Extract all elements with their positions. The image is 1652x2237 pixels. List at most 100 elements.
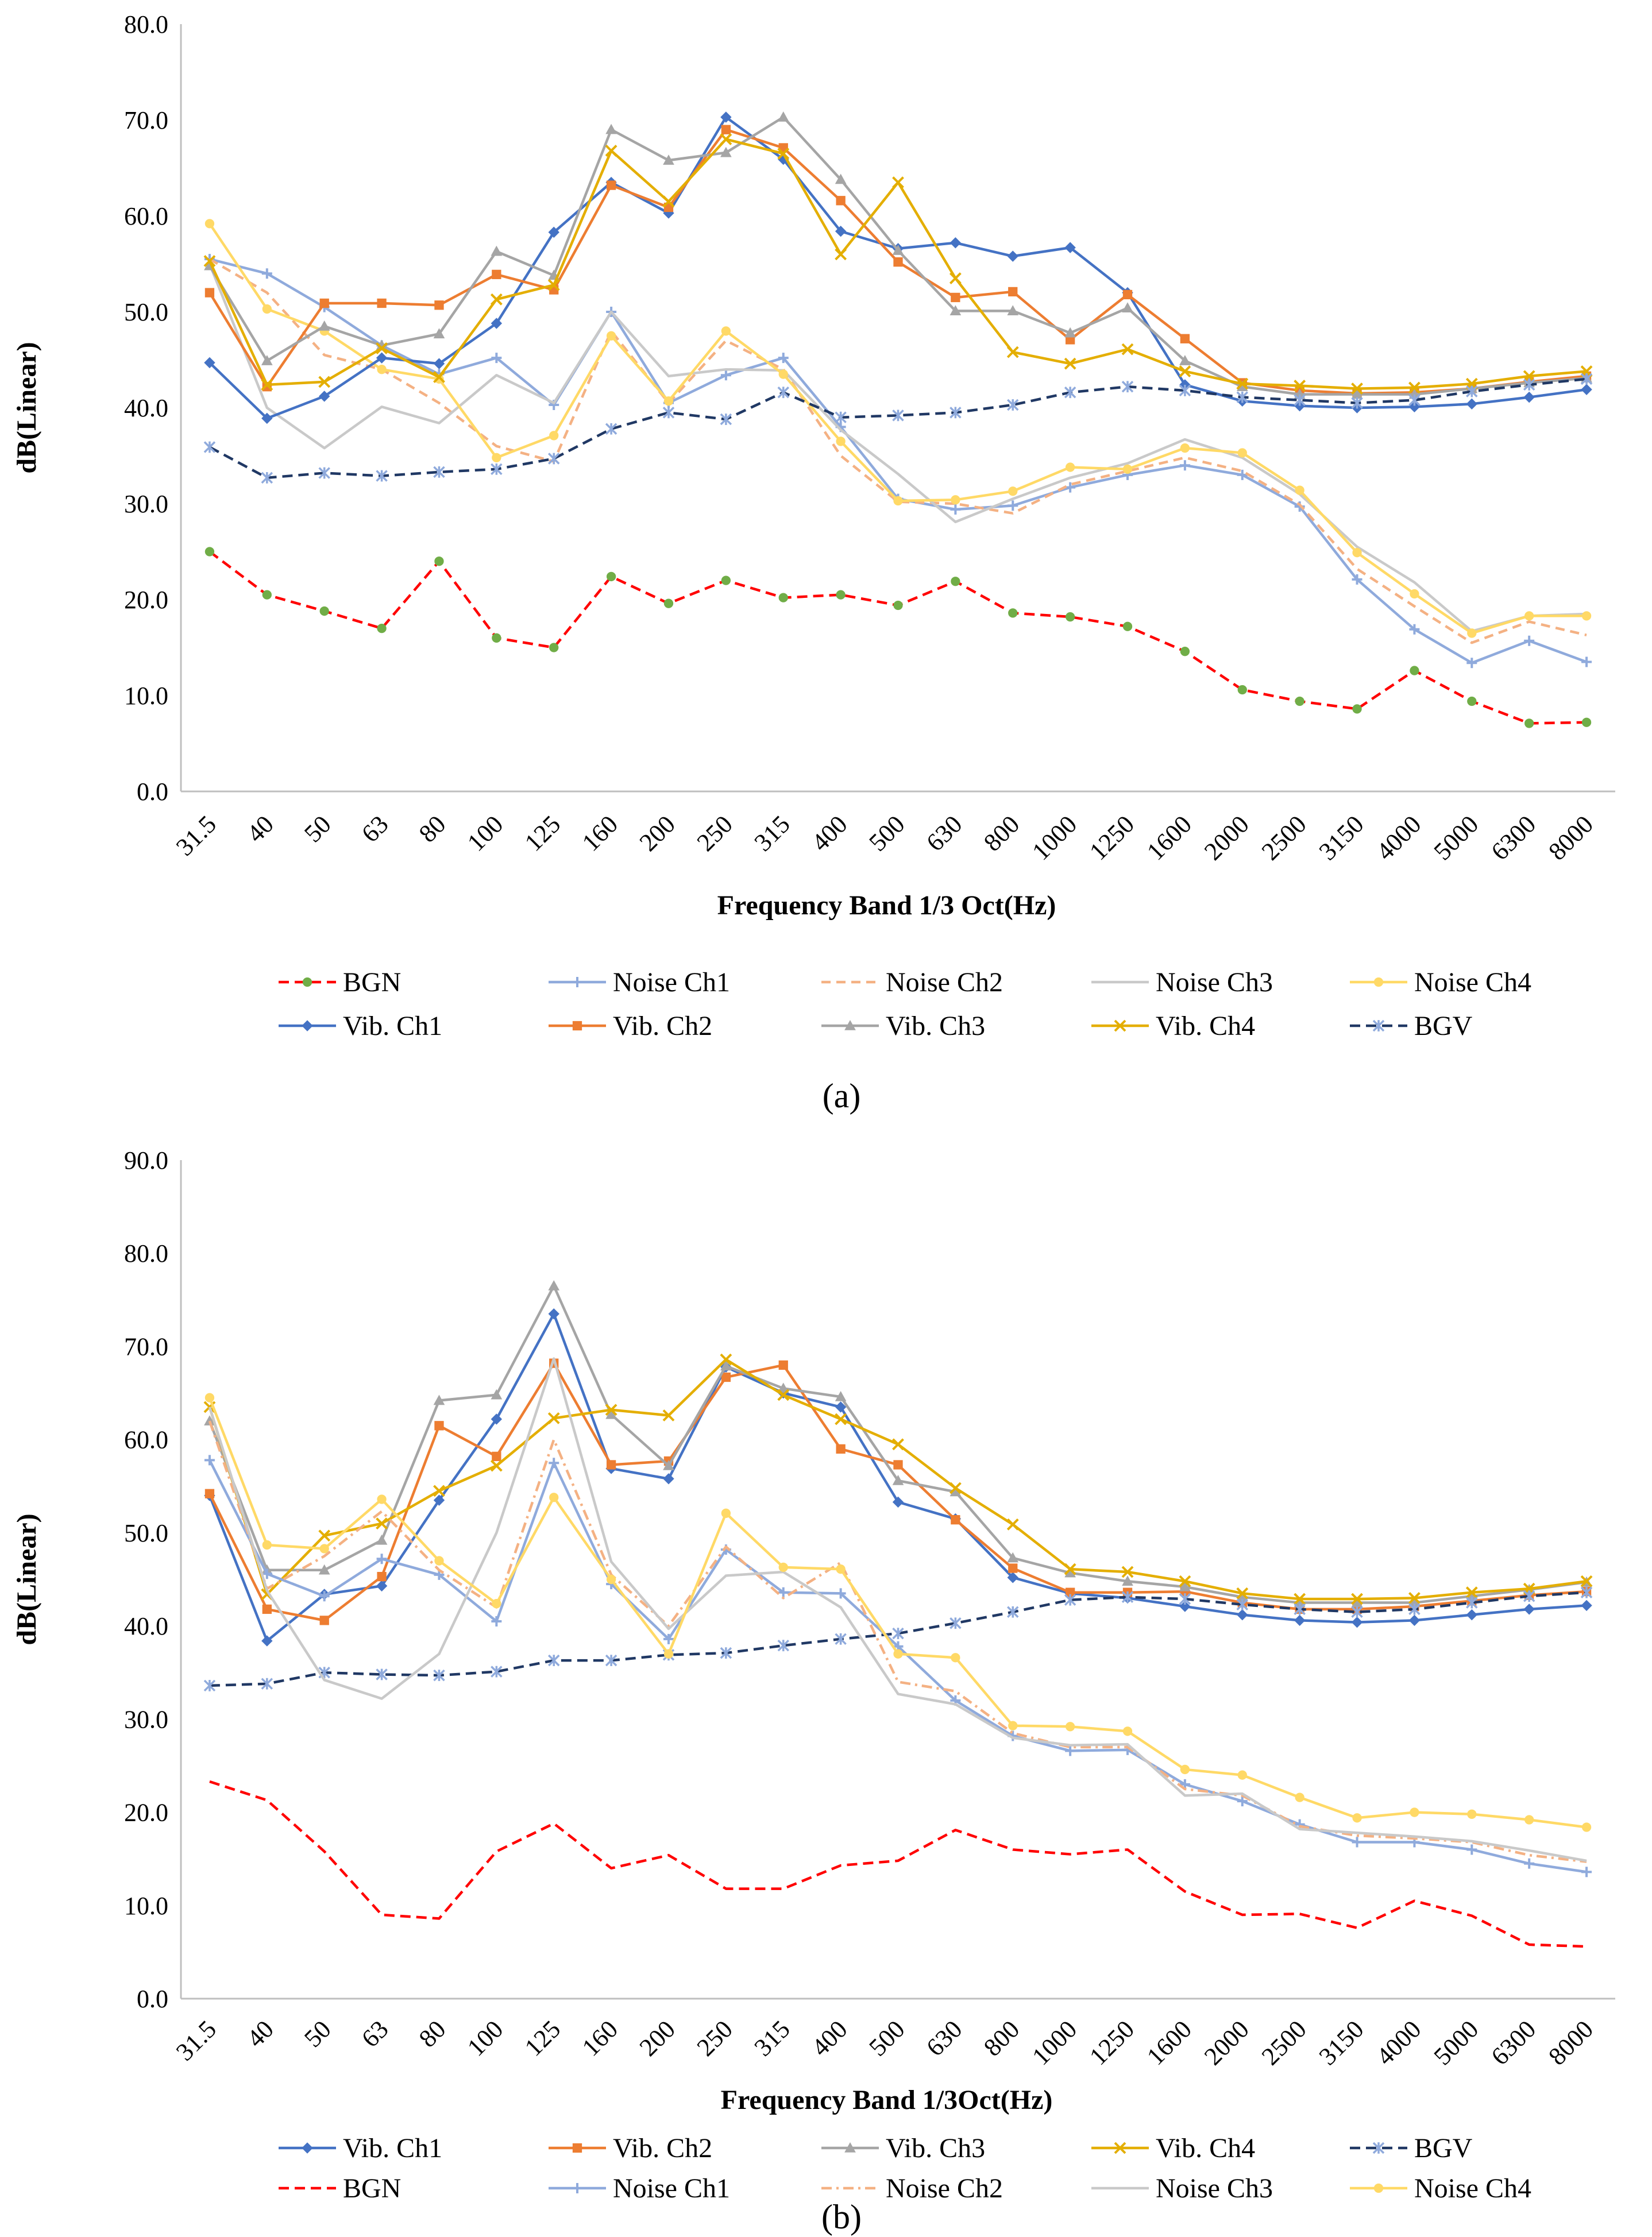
- data-point: [1121, 343, 1134, 356]
- data-point: [778, 1360, 788, 1370]
- y-axis-title: dB(Linear): [11, 342, 42, 473]
- data-point: [261, 412, 273, 424]
- data-point: [892, 1627, 904, 1640]
- x-tick-label: 50: [299, 2015, 337, 2053]
- data-point: [376, 1517, 388, 1530]
- data-point: [261, 355, 273, 365]
- data-point: [1237, 448, 1247, 458]
- data-point: [1180, 1764, 1190, 1775]
- data-point: [720, 133, 732, 145]
- series-noise-ch4: [204, 219, 1592, 638]
- legend: BGN Noise Ch1 Noise Ch2 Noise Ch3 Noise Ch4 V…: [279, 967, 1531, 1041]
- data-point: [836, 1444, 846, 1454]
- data-point: [1064, 1594, 1076, 1606]
- legend-label: Noise Ch1: [613, 2173, 730, 2204]
- data-point: [1121, 1566, 1134, 1578]
- data-point: [1581, 717, 1592, 727]
- chart-panel-b: 0.0 10.0 20.0 30.0 40.0 50.0 60.0 70.0 80.0 90.0 3…: [11, 1146, 1615, 2236]
- legend-label: Vib. Ch1: [343, 2133, 442, 2163]
- data-point: [949, 1617, 962, 1629]
- data-point: [1523, 370, 1535, 383]
- legend-item-vib-ch3: Vib. Ch3: [821, 2133, 985, 2163]
- y-tick-label: 10.0: [124, 682, 168, 710]
- data-point: [663, 1460, 674, 1470]
- y-tick-label: 20.0: [124, 1799, 168, 1827]
- x-tick-label: 800: [978, 2015, 1025, 2061]
- data-point: [1294, 380, 1306, 392]
- data-point: [1352, 1837, 1362, 1848]
- x-tick-label: 6300: [1485, 810, 1541, 866]
- data-point: [376, 1534, 388, 1545]
- legend-label: Noise Ch2: [886, 2173, 1003, 2204]
- data-point: [605, 1404, 617, 1416]
- data-point: [1351, 1593, 1363, 1605]
- data-point: [376, 470, 388, 482]
- data-point: [1007, 399, 1019, 411]
- data-point: [892, 245, 904, 255]
- series-line-noise-ch2: [209, 258, 1587, 644]
- data-point: [1294, 1603, 1306, 1616]
- data-point: [433, 1485, 445, 1497]
- data-point: [1408, 1614, 1421, 1626]
- data-point: [434, 300, 444, 310]
- series-line-noise-ch4: [209, 223, 1587, 635]
- data-point: [1180, 443, 1190, 453]
- legend-swatch-marker: [844, 2142, 856, 2153]
- series-line-noise-ch2: [208, 1420, 1587, 1863]
- y-tick-label: 70.0: [124, 1332, 168, 1361]
- legend-label: BGN: [343, 2173, 401, 2204]
- data-point: [1523, 1590, 1535, 1602]
- series-noise-ch3: [208, 1357, 1587, 1863]
- x-tick-label: 1600: [1141, 2015, 1197, 2070]
- data-point: [1122, 621, 1133, 631]
- legend-item-vib-ch4: Vib. Ch4: [1091, 1011, 1255, 1041]
- data-point: [319, 606, 329, 616]
- legend-label: Vib. Ch2: [613, 2133, 712, 2163]
- data-point: [1122, 464, 1133, 474]
- data-point: [1121, 381, 1134, 393]
- x-tick-label: 40: [241, 810, 279, 848]
- data-point: [1580, 1586, 1593, 1598]
- data-point: [491, 245, 503, 256]
- data-point: [491, 353, 502, 364]
- data-point: [951, 577, 960, 586]
- x-tick-label: 1250: [1084, 810, 1140, 866]
- data-point: [605, 1654, 617, 1667]
- data-point: [319, 1591, 330, 1602]
- data-point: [434, 1421, 444, 1431]
- legend-label: Noise Ch1: [613, 967, 730, 998]
- data-point: [662, 407, 675, 419]
- data-point: [261, 1568, 272, 1579]
- series-noise-ch2: [208, 1420, 1587, 1863]
- data-point: [1179, 1581, 1191, 1591]
- data-point: [778, 593, 788, 602]
- data-point: [720, 1360, 732, 1371]
- x-tick-label: 8000: [1543, 2015, 1599, 2070]
- data-point: [377, 623, 387, 633]
- data-point: [547, 1654, 560, 1667]
- series-bgv: [203, 1586, 1593, 1692]
- data-point: [1352, 574, 1362, 585]
- data-point: [376, 342, 388, 354]
- data-point: [1465, 1586, 1478, 1599]
- data-point: [1351, 397, 1363, 409]
- data-point: [547, 1412, 560, 1424]
- data-point: [1064, 242, 1076, 253]
- data-point: [663, 1633, 674, 1644]
- data-point: [835, 1633, 847, 1645]
- legend-label: Vib. Ch2: [613, 1011, 712, 1041]
- data-point: [606, 180, 616, 190]
- legend-swatch-marker: [1114, 2142, 1126, 2154]
- series-line-noise-ch3: [208, 263, 1587, 633]
- y-axis-title: dB(Linear): [11, 1513, 42, 1645]
- legend-swatch-marker: [1372, 2142, 1385, 2154]
- x-tick-label: 4000: [1371, 2015, 1427, 2070]
- x-tick-label: 630: [921, 2015, 967, 2061]
- legend-item-noise-ch4: Noise Ch4: [1350, 967, 1531, 998]
- data-point: [204, 1455, 215, 1466]
- x-tick-label: 3150: [1314, 2015, 1369, 2070]
- data-point: [549, 1458, 559, 1469]
- legend-label: Vib. Ch1: [343, 1011, 442, 1041]
- data-point: [1065, 1722, 1075, 1732]
- data-point: [778, 353, 789, 364]
